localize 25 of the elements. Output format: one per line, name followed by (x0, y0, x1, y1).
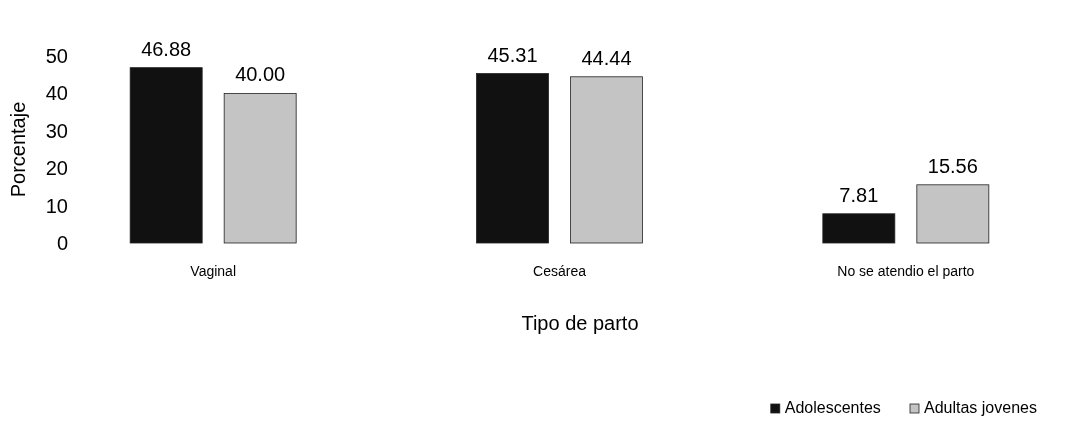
y-tick-label: 10 (45, 194, 68, 217)
x-tick-label: No se atendio el parto (837, 263, 975, 279)
bar (822, 213, 896, 244)
x-tick-label: Vaginal (190, 263, 236, 279)
bar (570, 76, 643, 244)
y-tick-label: 30 (45, 119, 68, 142)
data-label: 44.44 (581, 46, 632, 69)
y-tick-label: 40 (45, 82, 68, 105)
bar (916, 184, 990, 244)
y-tick-label: 0 (56, 232, 68, 254)
bar (476, 73, 549, 244)
data-label: 46.88 (141, 37, 192, 60)
x-axis-title: Tipo de parto (521, 312, 639, 334)
bar (129, 67, 203, 244)
data-label: 15.56 (927, 154, 978, 177)
x-tick-label: Cesárea (533, 263, 587, 279)
legend-label: Adultas jovenes (924, 399, 1037, 416)
y-tick-label: 20 (45, 157, 68, 180)
data-label: 7.81 (839, 183, 879, 206)
legend-label: Adolescentes (784, 399, 881, 416)
y-tick-label: 50 (45, 45, 68, 67)
bar (223, 93, 297, 244)
data-label: 45.31 (487, 43, 538, 66)
data-label: 40.00 (235, 63, 286, 86)
y-axis-title: Porcentaje (7, 101, 29, 198)
